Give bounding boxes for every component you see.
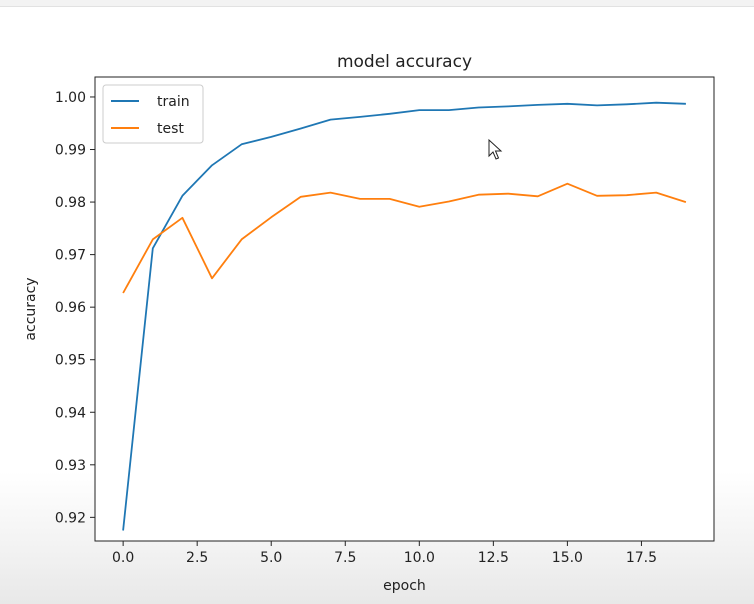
x-tick-label: 12.5 <box>478 550 509 566</box>
legend-label-test: test <box>157 121 184 137</box>
plot-frame <box>94 76 715 542</box>
y-axis-ticks: 0.92 0.93 0.94 0.95 0.96 0.97 0.98 0.99 1.00 <box>55 90 95 526</box>
x-tick-label: 10.0 <box>404 550 435 566</box>
x-axis-label: epoch <box>383 578 426 594</box>
y-tick-label: 0.99 <box>55 143 86 159</box>
y-tick-label: 0.93 <box>55 458 86 474</box>
y-tick-label: 1.00 <box>55 90 86 106</box>
plot-area: 0.0 2.5 5.0 7.5 10.0 12.5 15.0 17.5 0.920.930.9… <box>55 76 715 566</box>
x-tick-label: 15.0 <box>552 550 583 566</box>
mouse-cursor-icon <box>488 138 503 160</box>
y-tick-label: 0.96 <box>55 300 86 316</box>
x-axis-ticks: 0.0 2.5 5.0 7.5 10.0 12.5 15.0 17.5 <box>112 541 657 566</box>
x-tick-label: 17.5 <box>626 550 657 566</box>
y-tick-label: 0.94 <box>55 405 86 421</box>
x-tick-label: 2.5 <box>186 550 208 566</box>
legend-label-train: train <box>157 94 190 110</box>
legend: train test <box>102 84 204 144</box>
series-layer <box>122 101 687 531</box>
chart-title: model accuracy <box>337 52 472 72</box>
x-tick-label: 5.0 <box>260 550 282 566</box>
series-line-train <box>122 101 686 531</box>
y-tick-label: 0.98 <box>55 195 86 211</box>
x-tick-label: 7.5 <box>334 550 356 566</box>
x-tick-label: 0.0 <box>112 550 134 566</box>
y-tick-label: 0.97 <box>55 248 86 264</box>
y-axis-label: accuracy <box>23 277 39 340</box>
browser-top-bar <box>0 0 754 7</box>
y-tick-label: 0.95 <box>55 353 86 369</box>
series-line-test <box>122 182 687 294</box>
y-tick-label: 0.92 <box>55 510 86 526</box>
